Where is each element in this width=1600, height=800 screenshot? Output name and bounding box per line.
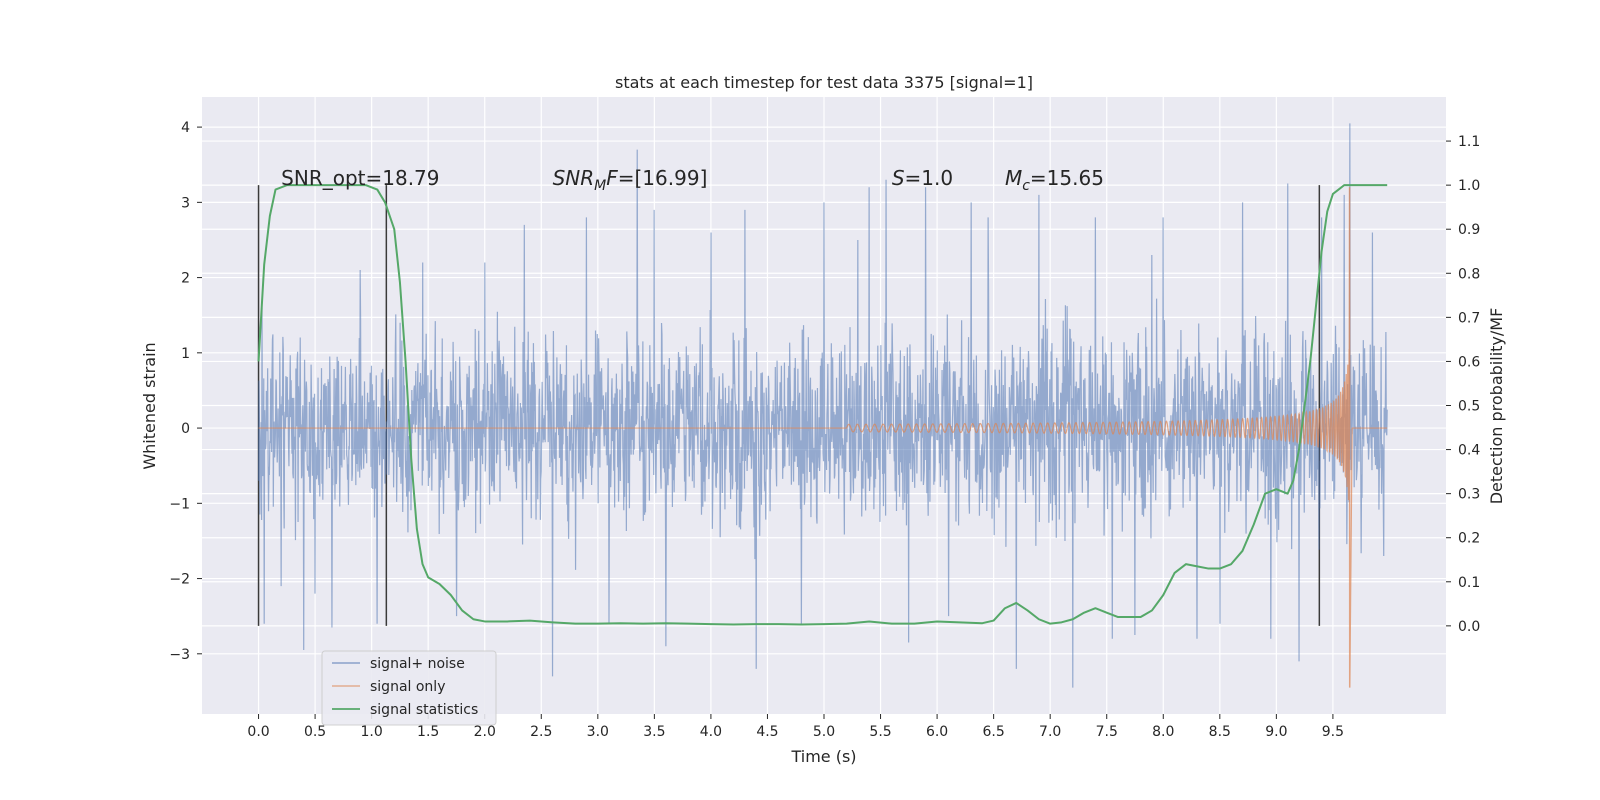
y2-tick-label: 0.4	[1458, 443, 1480, 459]
x-tick-label: 3.0	[587, 724, 609, 740]
y2-tick-label: 0.1	[1458, 575, 1480, 591]
statistics-trace	[257, 184, 1388, 626]
y2-tick-label: 0.2	[1458, 531, 1480, 547]
y-axis-title: Whitened strain	[140, 342, 159, 469]
legend-label-stats: signal statistics	[370, 702, 478, 718]
y-tick-label: −3	[169, 647, 190, 663]
x-tick-label: 6.5	[983, 724, 1005, 740]
x-axis: 0.0 0.5 1.0 1.5 2.0 2.5 3.0 3.5 4.0 4.5 5.0 5.5 6.0 6…	[247, 714, 1344, 740]
series-signal-only	[258, 187, 1388, 688]
y-tick-label: 4	[181, 120, 190, 136]
y2-tick-label: 0.8	[1458, 266, 1480, 282]
y-tick-label: 0	[181, 421, 190, 437]
y2-tick-label: 0.0	[1458, 619, 1480, 635]
legend: signal+ noise signal only signal statist…	[321, 650, 497, 726]
legend-label-noise: signal+ noise	[370, 656, 465, 672]
x-tick-label: 4.0	[700, 724, 722, 740]
x-tick-label: 3.5	[643, 724, 665, 740]
x-tick-label: 9.0	[1265, 724, 1287, 740]
y-tick-label: −1	[169, 496, 190, 512]
y2-axis: 0.0 0.1 0.2 0.3 0.4 0.5 0.6 0.7 0.8 0.9 1.0 1.1	[1446, 134, 1480, 635]
x-tick-label: 2.0	[474, 724, 496, 740]
y-axis: −3 −2 −1 0 1 2 3 4	[169, 120, 202, 663]
x-tick-label: 2.5	[530, 724, 552, 740]
y2-tick-label: 1.1	[1458, 134, 1480, 150]
annotations: SNR_opt=18.79 SNRMF=[16.99] S=1.0 Mc=15.65	[281, 166, 1104, 194]
annotation-mc: Mc=15.65	[1005, 166, 1104, 194]
y2-tick-label: 0.7	[1458, 310, 1480, 326]
y2-tick-label: 1.0	[1458, 178, 1480, 194]
annotation-snr-opt: SNR_opt=18.79	[281, 166, 439, 190]
y2-axis-title: Detection probability/MF	[1487, 308, 1506, 505]
y2-tick-label: 0.6	[1458, 354, 1480, 370]
series-signal-statistics	[257, 184, 1388, 626]
x-tick-label: 5.5	[869, 724, 891, 740]
x-tick-label: 1.0	[361, 724, 383, 740]
x-tick-label: 0.5	[304, 724, 326, 740]
y-tick-label: −2	[169, 572, 190, 588]
y2-tick-label: 0.3	[1458, 487, 1480, 503]
y-tick-label: 1	[181, 346, 190, 362]
chart-title: stats at each timestep for test data 337…	[615, 73, 1033, 92]
x-tick-label: 7.5	[1096, 724, 1118, 740]
annotation-snr-mf: SNRMF=[16.99]	[553, 166, 708, 194]
x-tick-label: 9.5	[1322, 724, 1344, 740]
x-tick-label: 1.5	[417, 724, 439, 740]
y-tick-label: 3	[181, 195, 190, 211]
annotation-s: S=1.0	[892, 166, 953, 190]
x-tick-label: 6.0	[926, 724, 948, 740]
signal-trace	[258, 187, 1388, 688]
x-tick-label: 0.0	[247, 724, 269, 740]
x-tick-label: 5.0	[813, 724, 835, 740]
y2-tick-label: 0.9	[1458, 222, 1480, 238]
x-tick-label: 8.0	[1152, 724, 1174, 740]
x-tick-label: 8.5	[1209, 724, 1231, 740]
x-axis-title: Time (s)	[790, 747, 856, 766]
y-tick-label: 2	[181, 271, 190, 287]
x-tick-label: 4.5	[756, 724, 778, 740]
legend-box	[321, 650, 497, 726]
legend-label-signal: signal only	[370, 679, 445, 695]
series-layer	[257, 123, 1388, 688]
x-tick-label: 7.0	[1039, 724, 1061, 740]
y2-tick-label: 0.5	[1458, 399, 1480, 415]
